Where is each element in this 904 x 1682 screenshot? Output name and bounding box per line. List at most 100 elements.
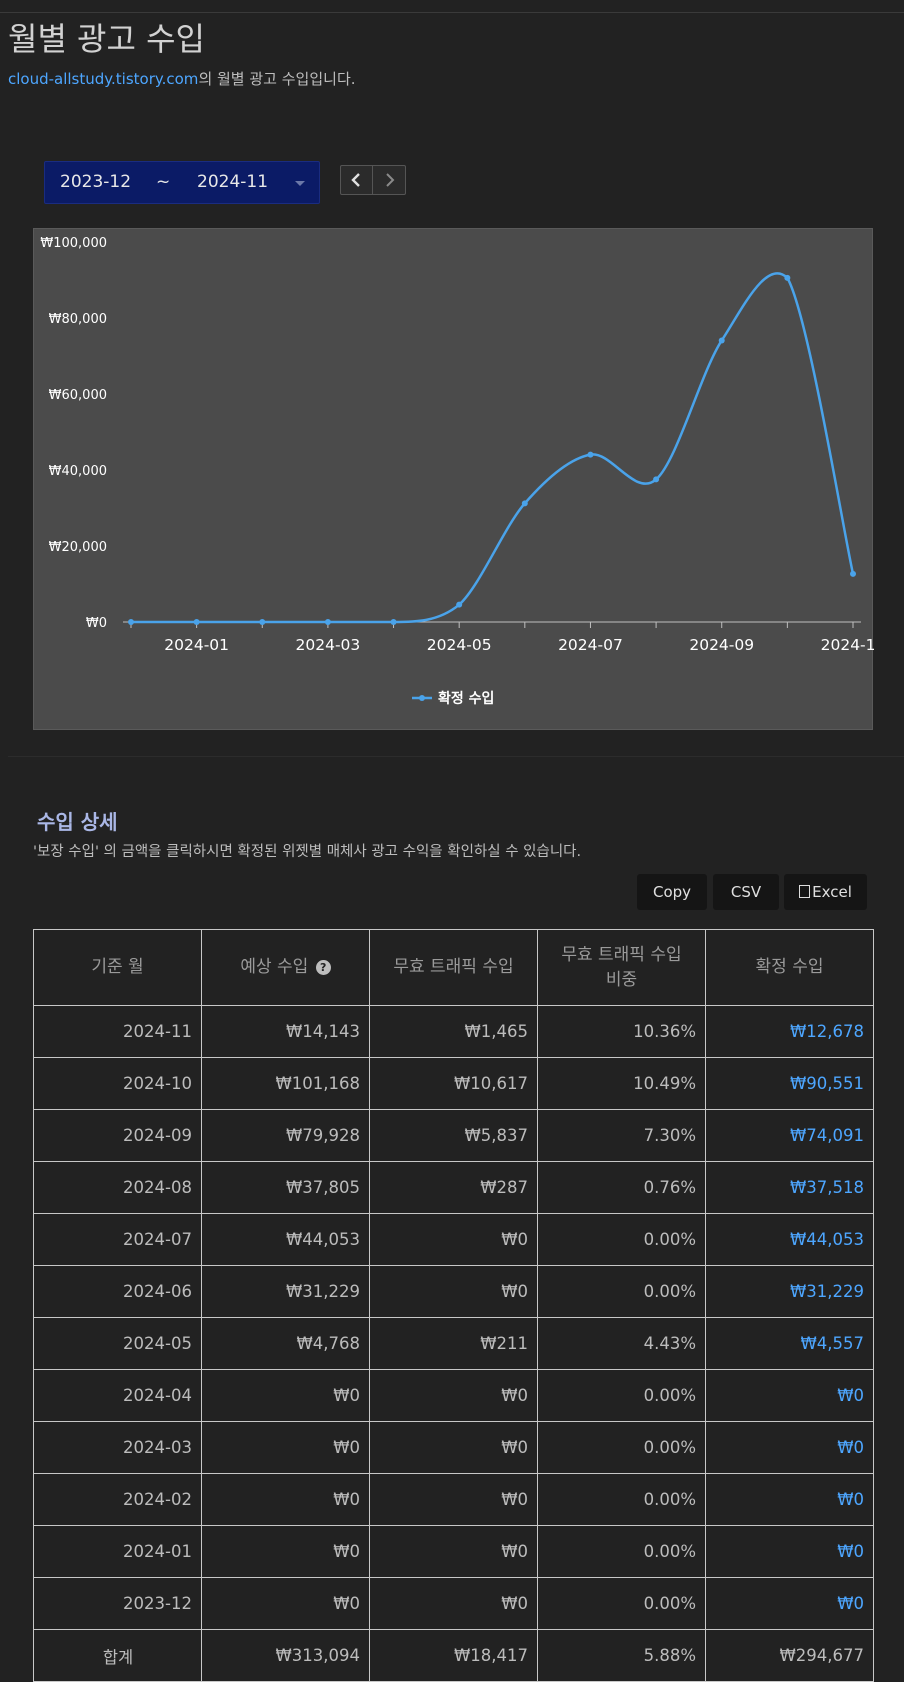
table-row: 2024-04 ₩0 ₩0 0.00% ₩0 (33, 1369, 874, 1422)
range-separator: ~ (156, 172, 171, 192)
table-row: 2024-07 ₩44,053 ₩0 0.00% ₩44,053 (33, 1213, 874, 1266)
subtitle-suffix: 의 월별 광고 수입입니다. (198, 70, 356, 88)
data-point (456, 601, 463, 608)
cell-confirmed[interactable]: ₩0 (705, 1577, 874, 1630)
x-tick-label: 2024-01 (164, 636, 229, 654)
x-tick-label: 2024-03 (296, 636, 361, 654)
cell-confirmed[interactable]: ₩44,053 (705, 1213, 874, 1266)
caret-down-icon (295, 181, 305, 186)
cell-invalid: ₩0 (369, 1473, 538, 1526)
period-nav (340, 165, 406, 195)
prev-period-button[interactable] (341, 166, 373, 194)
cell-confirmed[interactable]: ₩0 (705, 1473, 874, 1526)
date-range-picker[interactable]: 2023-12 ~ 2024-11 (44, 161, 320, 204)
cell-confirmed[interactable]: ₩4,557 (705, 1317, 874, 1370)
table-row: 2024-10 ₩101,168 ₩10,617 10.49% ₩90,551 (33, 1057, 874, 1110)
cell-confirmed[interactable]: ₩0 (705, 1525, 874, 1578)
cell-invalid: ₩0 (369, 1577, 538, 1630)
question-circle-icon[interactable]: ? (315, 960, 331, 976)
data-point (259, 619, 266, 625)
data-point (850, 570, 856, 577)
cell-month: 2024-02 (33, 1473, 202, 1526)
excel-button[interactable]: Excel (784, 874, 867, 910)
cell-month: 2024-07 (33, 1213, 202, 1266)
data-point (521, 500, 528, 507)
cell-expected: ₩37,805 (201, 1161, 370, 1214)
data-point (390, 619, 397, 625)
copy-button[interactable]: Copy (637, 874, 707, 910)
cell-expected: ₩101,168 (201, 1057, 370, 1110)
y-tick-label: ₩60,000 (49, 388, 107, 403)
legend-swatch-dot (419, 695, 425, 701)
cell-invalid: ₩0 (369, 1421, 538, 1474)
file-excel-icon (799, 885, 811, 898)
cell-month: 2024-08 (33, 1161, 202, 1214)
x-tick-label: 2024-11 (821, 636, 874, 654)
cell-confirmed[interactable]: ₩74,091 (705, 1109, 874, 1162)
table-row: 2024-09 ₩79,928 ₩5,837 7.30% ₩74,091 (33, 1109, 874, 1162)
cell-expected: ₩31,229 (201, 1265, 370, 1318)
cell-month: 2023-12 (33, 1577, 202, 1630)
cell-ratio: 0.00% (537, 1265, 706, 1318)
cell-ratio: 0.76% (537, 1161, 706, 1214)
cell-ratio: 10.49% (537, 1057, 706, 1110)
cell-confirmed[interactable]: ₩0 (705, 1421, 874, 1474)
cell-invalid: ₩1,465 (369, 1005, 538, 1058)
col-expected[interactable]: 예상 수입 ? (201, 929, 370, 1006)
data-point (128, 619, 134, 625)
cell-month: 2024-05 (33, 1317, 202, 1370)
cell-ratio: 0.00% (537, 1213, 706, 1266)
section-divider (8, 756, 904, 757)
table-row: 2024-06 ₩31,229 ₩0 0.00% ₩31,229 (33, 1265, 874, 1318)
chevron-left-icon (351, 173, 360, 187)
cell-invalid: ₩5,837 (369, 1109, 538, 1162)
cell-confirmed[interactable]: ₩31,229 (705, 1265, 874, 1318)
cell-month: 2024-06 (33, 1265, 202, 1318)
cell-expected: ₩0 (201, 1577, 370, 1630)
table-row: 2024-01 ₩0 ₩0 0.00% ₩0 (33, 1525, 874, 1578)
cell-invalid: ₩211 (369, 1317, 538, 1370)
site-link[interactable]: cloud-allstudy.tistory.com (8, 70, 199, 88)
cell-month: 2024-11 (33, 1005, 202, 1058)
cell-confirmed[interactable]: ₩12,678 (705, 1005, 874, 1058)
data-point (324, 619, 331, 625)
total-confirmed: ₩294,677 (705, 1629, 874, 1682)
page-title: 월별 광고 수입 (8, 20, 205, 58)
legend-label: 확정 수입 (438, 690, 494, 707)
col-confirmed[interactable]: 확정 수입 (705, 929, 874, 1006)
cell-confirmed[interactable]: ₩0 (705, 1369, 874, 1422)
col-month[interactable]: 기준 월 (33, 929, 202, 1006)
revenue-chart: ₩0 ₩20,000 ₩40,000 ₩60,000 ₩80,000 ₩100,000 20… (33, 228, 874, 730)
cell-month: 2024-03 (33, 1421, 202, 1474)
range-end: 2024-11 (197, 172, 269, 192)
cell-confirmed[interactable]: ₩90,551 (705, 1057, 874, 1110)
col-ratio-line1: 무효 트래픽 수입 (561, 944, 682, 965)
next-period-button[interactable] (373, 166, 404, 194)
data-point (587, 451, 594, 458)
cell-month: 2024-04 (33, 1369, 202, 1422)
cell-ratio: 0.00% (537, 1369, 706, 1422)
col-invalid[interactable]: 무효 트래픽 수입 (369, 929, 538, 1006)
top-divider (0, 12, 904, 13)
cell-invalid: ₩10,617 (369, 1057, 538, 1110)
cell-invalid: ₩0 (369, 1369, 538, 1422)
excel-label: Excel (812, 883, 852, 901)
x-tick-label: 2024-05 (427, 636, 492, 654)
table-row: 2024-03 ₩0 ₩0 0.00% ₩0 (33, 1421, 874, 1474)
x-tick-label: 2024-09 (689, 636, 754, 654)
cell-expected: ₩79,928 (201, 1109, 370, 1162)
col-expected-label: 예상 수입 (240, 957, 309, 978)
cell-ratio: 10.36% (537, 1005, 706, 1058)
cell-confirmed[interactable]: ₩37,518 (705, 1161, 874, 1214)
cell-month: 2024-10 (33, 1057, 202, 1110)
section-description: '보장 수입' 의 금액을 클릭하시면 확정된 위젯별 매체사 광고 수익을 확… (33, 844, 582, 860)
cell-expected: ₩0 (201, 1473, 370, 1526)
csv-button[interactable]: CSV (713, 874, 779, 910)
cell-invalid: ₩0 (369, 1525, 538, 1578)
cell-invalid: ₩0 (369, 1265, 538, 1318)
col-ratio-line2: 비중 (605, 969, 638, 990)
cell-expected: ₩0 (201, 1369, 370, 1422)
